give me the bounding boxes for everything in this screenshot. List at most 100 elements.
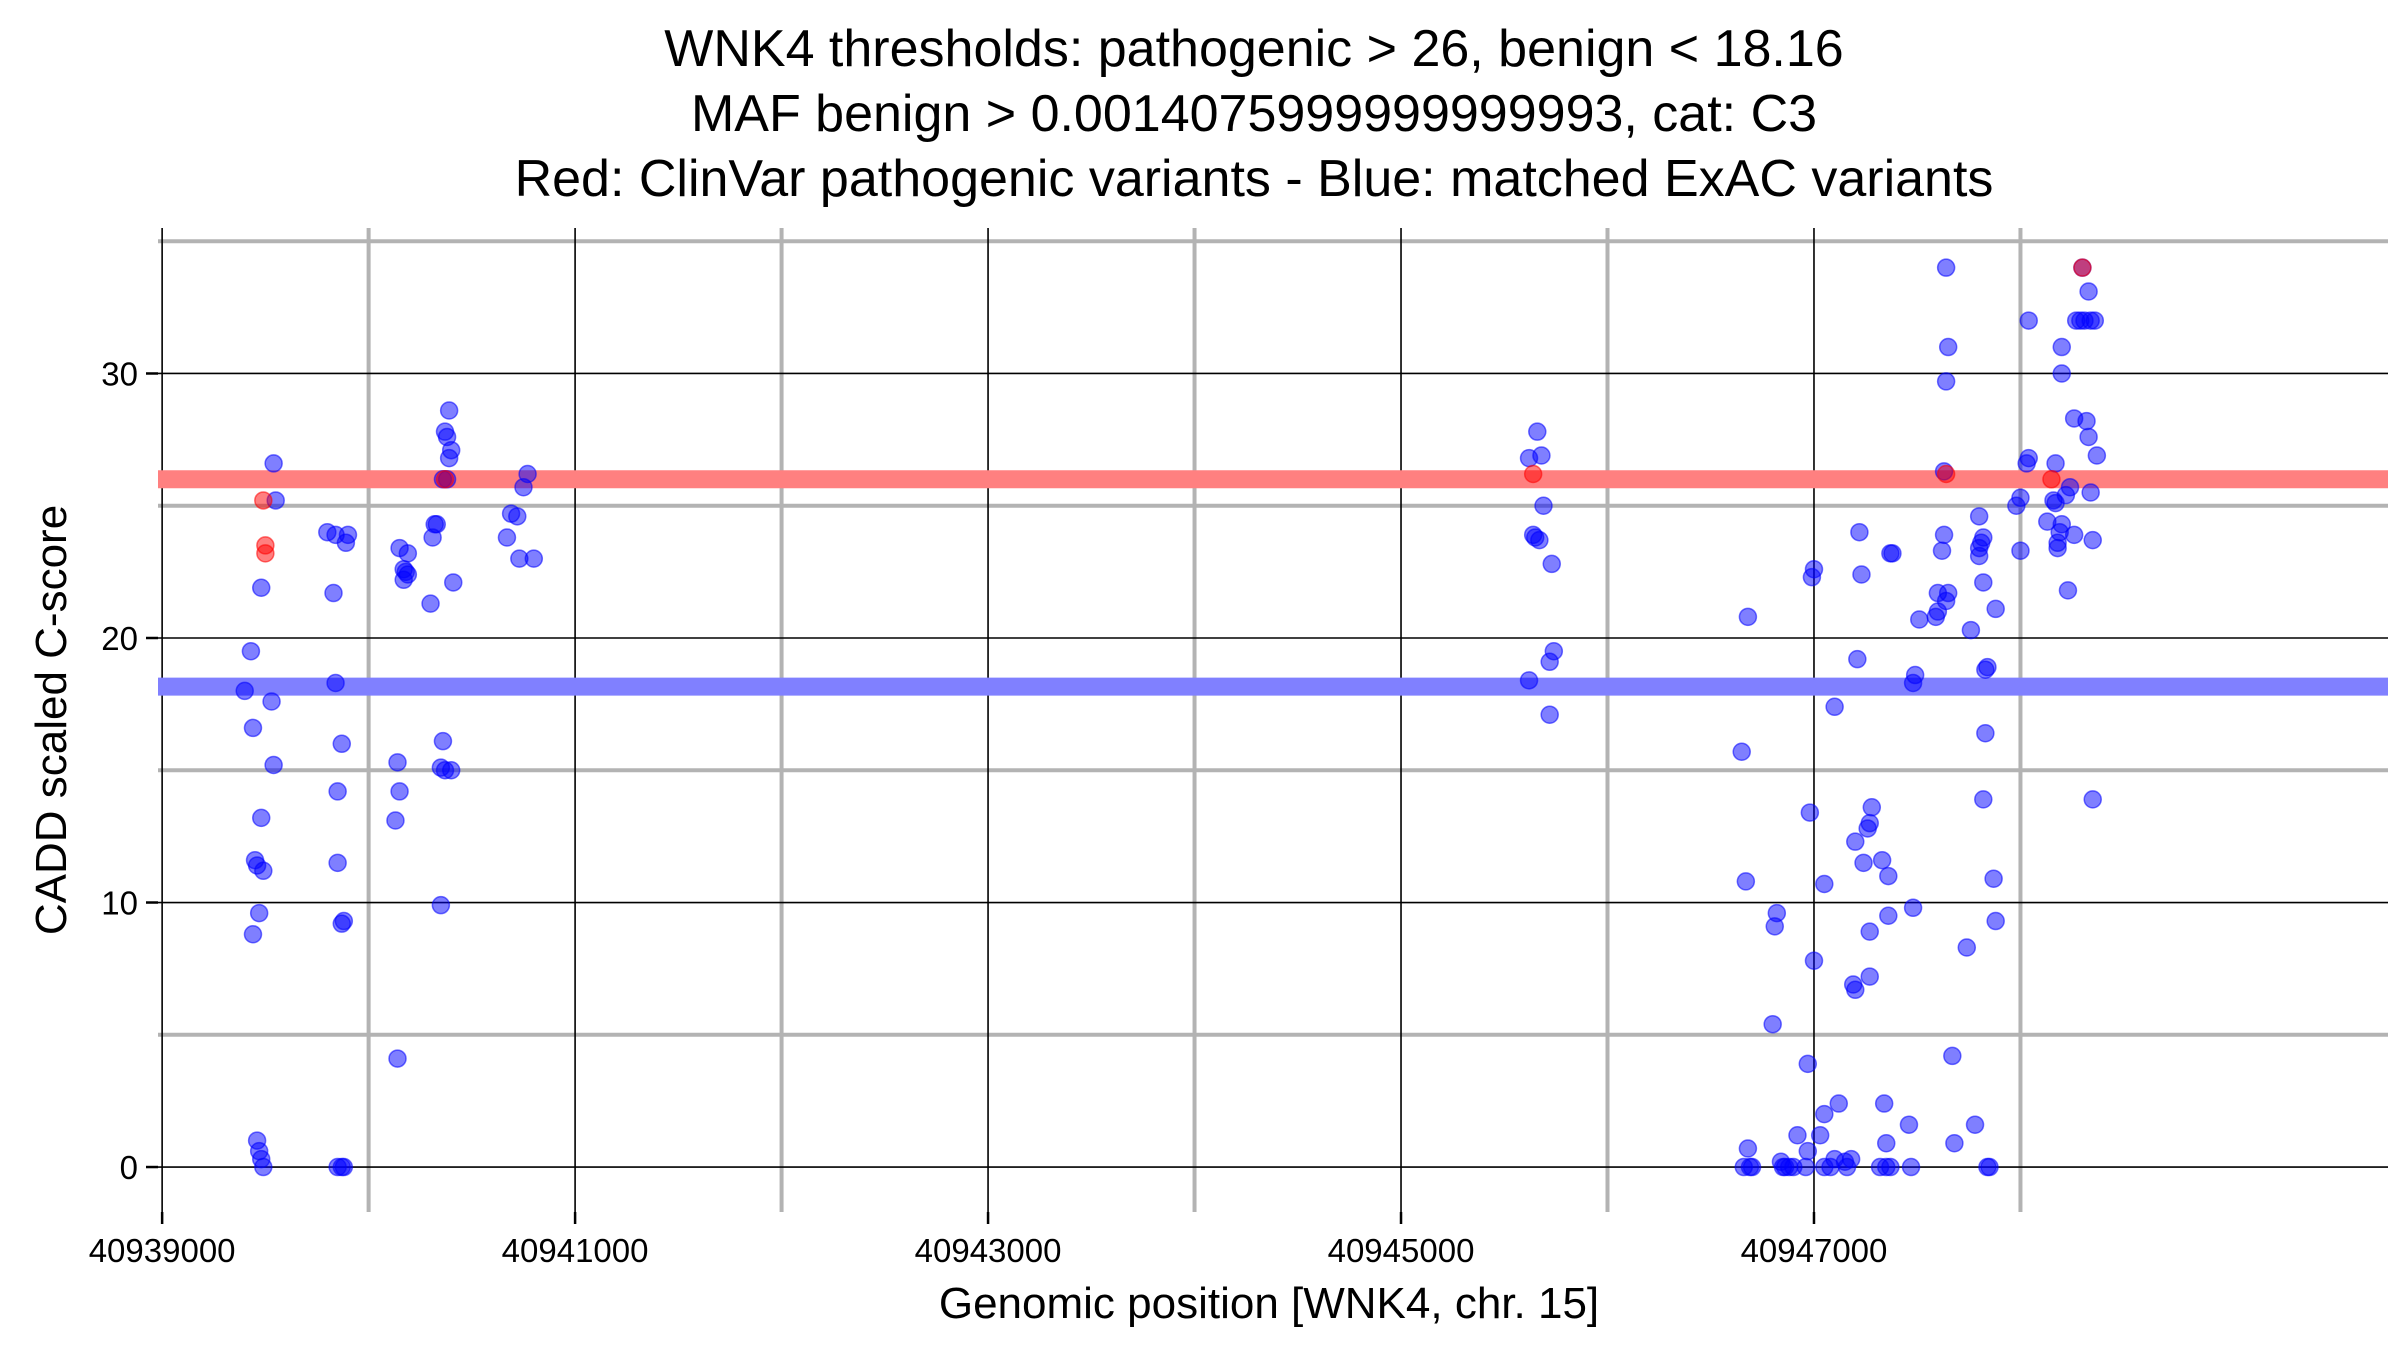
exac-point — [251, 808, 271, 828]
exac-point — [2019, 448, 2038, 468]
exac-point — [1976, 723, 1995, 743]
exac-point — [1936, 372, 1956, 391]
exac-point — [1530, 530, 1549, 550]
clinvar-point — [1936, 464, 1956, 484]
exac-point — [254, 861, 273, 881]
exac-point — [1815, 1104, 1834, 1124]
exac-point — [1905, 665, 1925, 685]
exac-point — [497, 528, 517, 547]
exac-point — [1804, 559, 1824, 579]
exac-point — [1810, 1126, 1830, 1145]
exac-point — [2052, 364, 2072, 383]
exac-point — [1846, 832, 1865, 851]
exac-point — [1788, 1126, 1807, 1145]
exac-point — [2046, 454, 2065, 473]
x-tick-label: 40941000 — [502, 1232, 649, 1269]
exac-point — [1738, 607, 1758, 627]
exac-point — [1938, 337, 1958, 357]
chart-title-line-2: MAF benign > 0.0014075999999999993, cat:… — [691, 85, 1817, 143]
exac-point — [441, 761, 461, 780]
exac-point — [1879, 906, 1898, 925]
exac-point — [388, 753, 407, 772]
exac-point — [386, 811, 405, 830]
exac-point — [264, 755, 283, 775]
x-tick-label: 40945000 — [1328, 1232, 1475, 1269]
exac-point — [2011, 488, 2030, 508]
exac-point — [1763, 1014, 1782, 1034]
exac-point — [444, 573, 463, 592]
exac-point — [439, 448, 459, 468]
exac-point — [2085, 311, 2105, 330]
y-tick-label: 10 — [101, 885, 138, 922]
exac-point — [1825, 697, 1844, 717]
exac-point — [1519, 671, 1539, 690]
exac-point — [524, 549, 544, 568]
exac-point — [2077, 411, 2096, 431]
exac-point — [251, 578, 271, 597]
exac-point — [2079, 282, 2098, 301]
exac-point — [2083, 530, 2102, 550]
y-axis-title: CADD scaled C-score — [27, 505, 76, 935]
exac-point — [421, 594, 440, 613]
exac-point — [2011, 541, 2030, 560]
exac-point — [1903, 898, 1923, 918]
exac-point — [1848, 649, 1867, 669]
exac-point — [1984, 869, 2003, 888]
exac-point — [1534, 496, 1553, 515]
exac-point — [1874, 1094, 1894, 1113]
exac-point — [398, 565, 418, 584]
clinvar-point — [2073, 258, 2092, 277]
exac-point — [1862, 798, 1882, 817]
axes — [146, 372, 1816, 1224]
exac-point — [2083, 790, 2102, 809]
exac-point — [1542, 554, 1561, 574]
y-tick-labels: 0 10 20 30 — [101, 355, 138, 1186]
exac-point — [1846, 980, 1865, 1000]
exac-point — [1961, 620, 1981, 640]
clinvar-point — [1523, 464, 1543, 484]
exac-point — [1986, 599, 2005, 619]
exac-point — [2058, 581, 2078, 600]
exac-point — [427, 515, 446, 534]
exac-point — [1980, 1157, 1999, 1177]
exac-point — [1767, 903, 1787, 923]
exac-point — [431, 895, 451, 915]
exac-point — [326, 673, 345, 693]
exac-point — [1936, 258, 1956, 277]
exac-point — [1796, 1157, 1815, 1177]
data-points — [235, 258, 2107, 1177]
exac-point — [2019, 311, 2038, 330]
exac-point — [1901, 1157, 1921, 1177]
exac-point — [1978, 657, 1997, 677]
exac-point — [1974, 528, 1993, 547]
x-tick-label: 40943000 — [915, 1232, 1062, 1269]
exac-point — [1899, 1115, 1919, 1134]
exac-point — [2081, 483, 2100, 502]
exac-point — [1965, 1115, 1985, 1134]
exac-point — [334, 1157, 354, 1177]
exac-point — [1798, 1141, 1818, 1161]
exac-point — [1879, 866, 1898, 886]
exac-point — [1943, 1046, 1962, 1066]
chart-title-line-1: WNK4 thresholds: pathogenic > 26, benign… — [664, 20, 1843, 78]
exac-point — [439, 401, 459, 420]
major-gridlines — [158, 228, 2388, 1212]
exac-point — [2060, 477, 2080, 497]
exac-point — [388, 1049, 407, 1068]
exac-point — [1528, 422, 1547, 441]
exac-point — [2064, 525, 2084, 545]
exac-point — [243, 718, 263, 738]
exac-point — [328, 782, 347, 801]
exac-point — [2087, 446, 2107, 465]
exac-point — [1800, 803, 1820, 822]
exac-point — [1969, 507, 1989, 526]
x-tick-label: 40947000 — [1741, 1232, 1888, 1269]
exac-point — [1738, 1139, 1758, 1158]
exac-point — [328, 853, 347, 873]
exac-point — [2052, 515, 2072, 534]
exac-point — [1860, 813, 1879, 833]
exac-point — [1974, 573, 1993, 592]
exac-point — [1932, 541, 1952, 560]
exac-point — [1986, 911, 2005, 931]
